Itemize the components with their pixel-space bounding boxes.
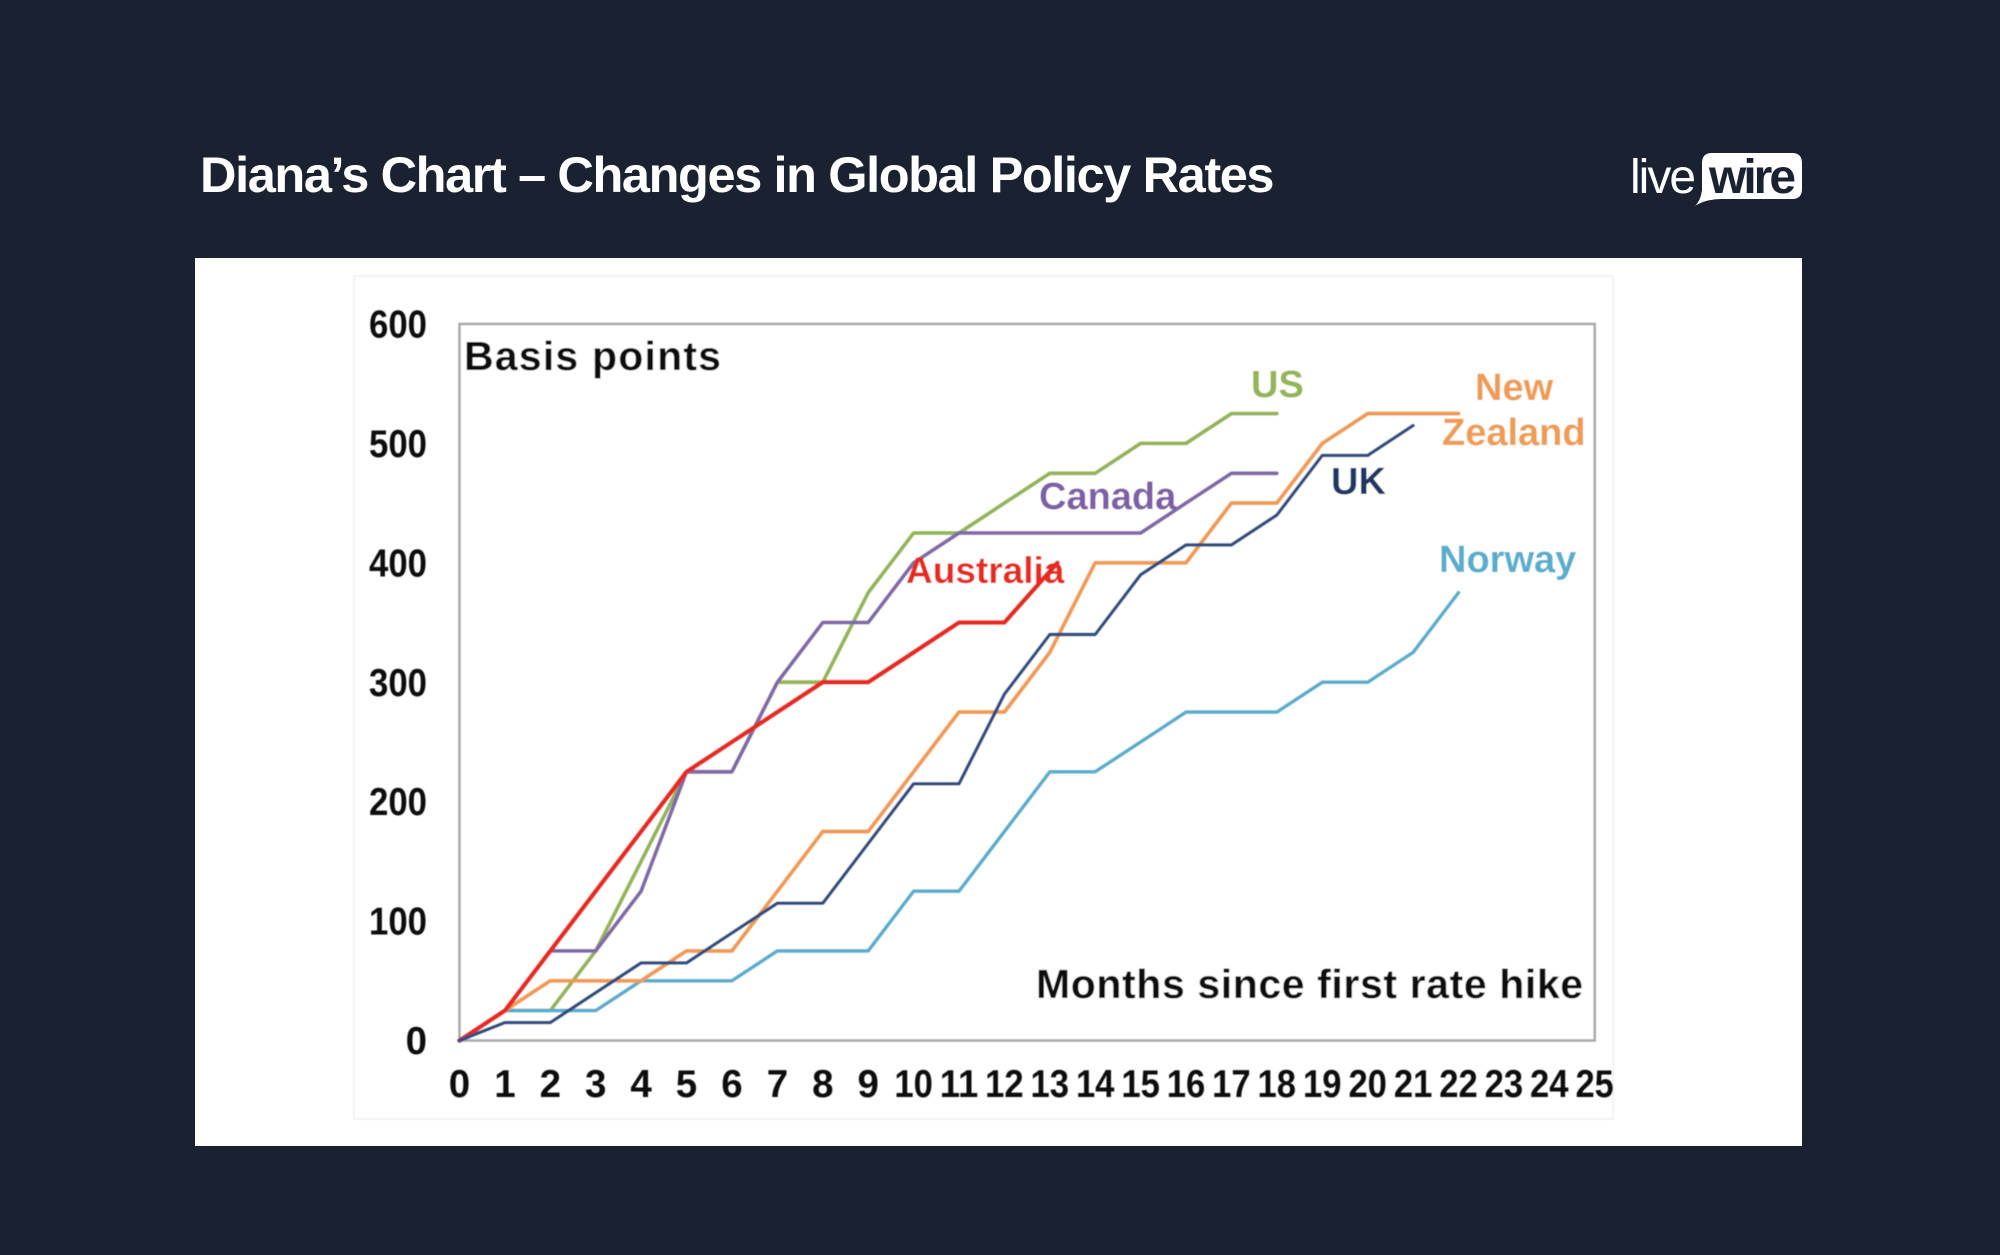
svg-text:7: 7 <box>767 1063 788 1106</box>
svg-text:18: 18 <box>1258 1063 1297 1106</box>
svg-text:13: 13 <box>1031 1063 1070 1106</box>
svg-text:Diana’s Chart – Changes in Glo: Diana’s Chart – Changes in Global Policy… <box>200 146 1273 203</box>
svg-text:200: 200 <box>369 781 427 824</box>
svg-text:300: 300 <box>369 662 427 705</box>
svg-text:3: 3 <box>585 1063 606 1106</box>
svg-text:5: 5 <box>676 1063 697 1106</box>
svg-text:600: 600 <box>369 304 427 347</box>
svg-text:100: 100 <box>369 901 427 944</box>
svg-text:500: 500 <box>369 423 427 466</box>
svg-text:1: 1 <box>494 1063 515 1106</box>
svg-text:22: 22 <box>1439 1063 1478 1106</box>
svg-text:Canada: Canada <box>1039 476 1177 518</box>
svg-text:8: 8 <box>812 1063 833 1106</box>
svg-text:Norway: Norway <box>1439 539 1576 581</box>
svg-text:Basis points: Basis points <box>464 333 722 379</box>
svg-text:17: 17 <box>1212 1063 1251 1106</box>
svg-text:Months since first rate hike: Months since first rate hike <box>1036 961 1584 1007</box>
svg-text:20: 20 <box>1348 1063 1387 1106</box>
svg-text:US: US <box>1251 364 1304 406</box>
svg-text:6: 6 <box>721 1063 742 1106</box>
svg-text:live: live <box>1630 151 1694 204</box>
svg-text:10: 10 <box>894 1063 933 1106</box>
svg-text:21: 21 <box>1394 1063 1433 1106</box>
svg-text:9: 9 <box>857 1063 878 1106</box>
svg-text:wire: wire <box>1708 151 1795 204</box>
svg-text:0: 0 <box>449 1063 470 1106</box>
svg-text:Zealand: Zealand <box>1442 412 1586 454</box>
svg-text:14: 14 <box>1076 1063 1115 1106</box>
svg-text:0: 0 <box>406 1020 427 1063</box>
svg-text:15: 15 <box>1121 1063 1160 1106</box>
svg-text:12: 12 <box>985 1063 1024 1106</box>
svg-text:19: 19 <box>1303 1063 1342 1106</box>
svg-text:4: 4 <box>630 1063 652 1106</box>
svg-text:2: 2 <box>540 1063 561 1106</box>
svg-text:11: 11 <box>940 1063 979 1106</box>
svg-text:New: New <box>1475 367 1554 409</box>
svg-text:400: 400 <box>369 542 427 585</box>
svg-text:Australia: Australia <box>906 550 1065 591</box>
svg-text:16: 16 <box>1167 1063 1206 1106</box>
svg-text:23: 23 <box>1485 1063 1524 1106</box>
svg-text:25: 25 <box>1575 1063 1614 1106</box>
svg-text:UK: UK <box>1331 461 1386 503</box>
svg-text:24: 24 <box>1530 1063 1569 1106</box>
